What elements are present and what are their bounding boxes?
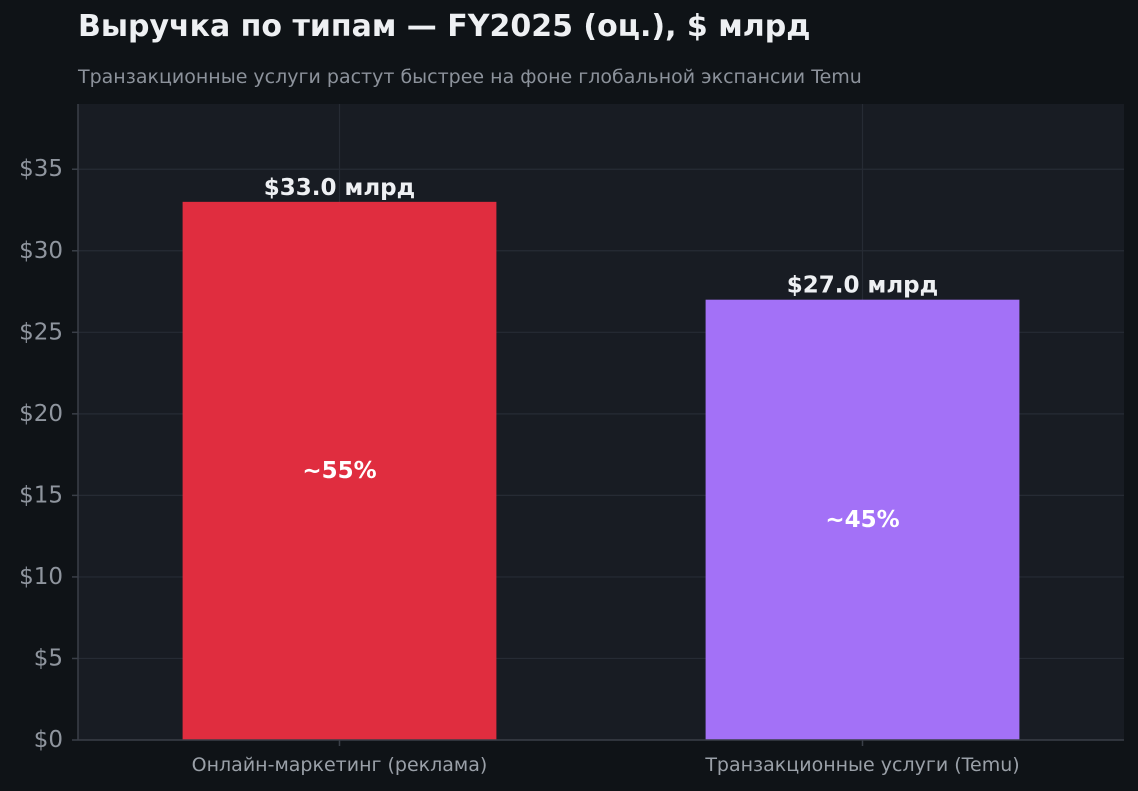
bar [705, 299, 1020, 740]
bar-value-label: $27.0 млрд [787, 273, 938, 299]
y-tick-label: $30 [19, 238, 63, 264]
bar-share-label: ~45% [825, 507, 899, 533]
x-tick-label: Транзакционные услуги (Temu) [704, 754, 1019, 776]
bar-share-label: ~55% [302, 458, 376, 484]
y-tick-label: $5 [34, 645, 63, 671]
y-tick-label: $15 [19, 482, 63, 508]
axes [72, 104, 1124, 746]
labels: $0 $5 $10 $15 $20 $25 $30 $35 Онлайн-маркетинг (… [19, 156, 1020, 776]
chart-subtitle: Транзакционные услуги растут быстрее на … [78, 66, 862, 88]
bar [182, 201, 497, 740]
bar-value-label: $33.0 млрд [264, 175, 415, 201]
x-tick-label: Онлайн-маркетинг (реклама) [192, 754, 488, 776]
y-tick-label: $20 [19, 401, 63, 427]
chart-title: Выручка по типам — FY2025 (оц.), $ млрд [78, 9, 811, 44]
bars [182, 201, 1020, 740]
y-tick-label: $35 [19, 156, 63, 182]
y-tick-label: $25 [19, 319, 63, 345]
y-tick-label: $10 [19, 564, 63, 590]
y-tick-label: $0 [34, 727, 63, 753]
